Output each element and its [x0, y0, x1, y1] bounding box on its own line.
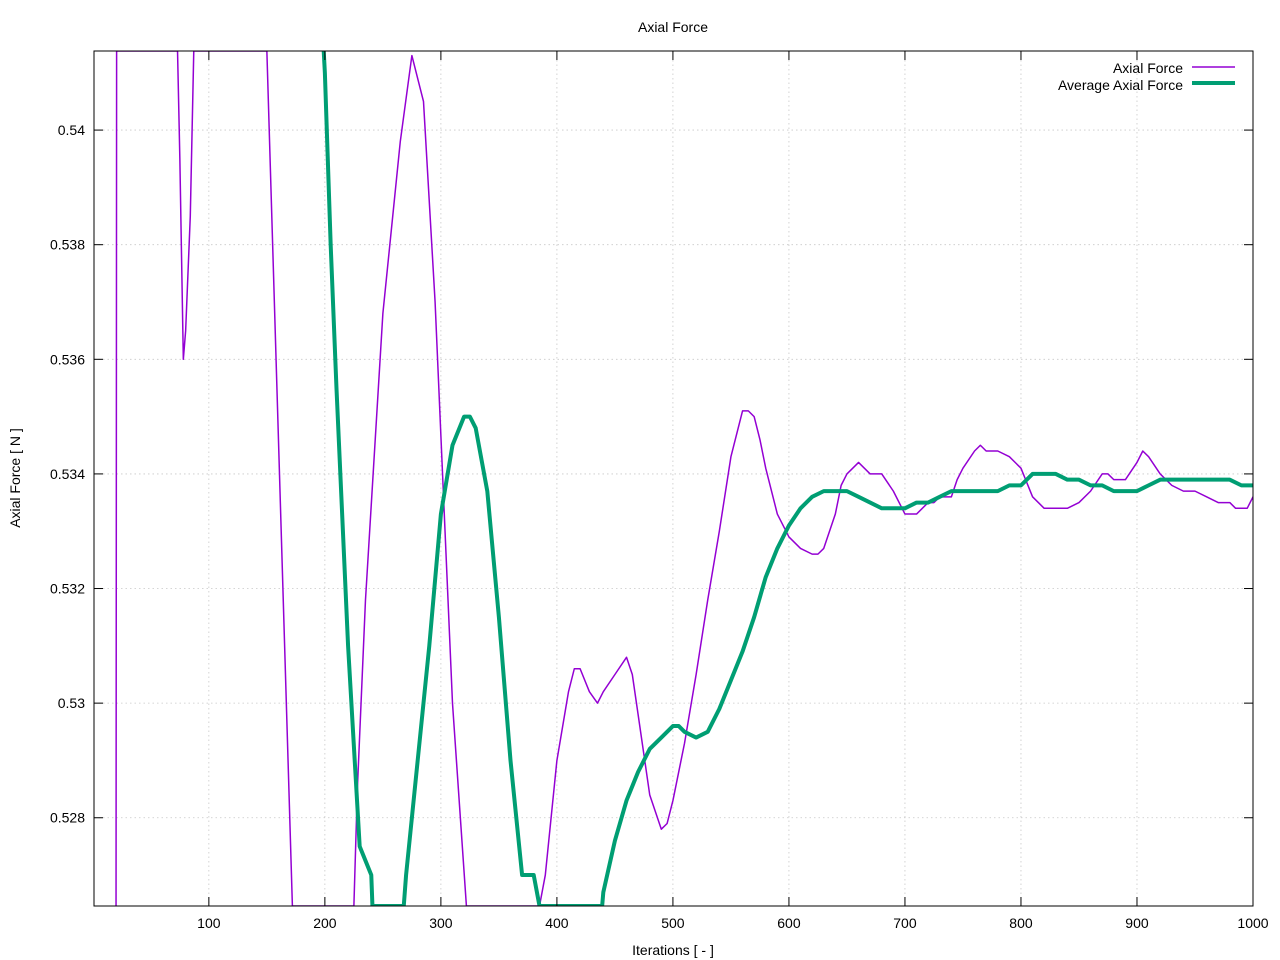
- y-tick-label: 0.532: [50, 581, 85, 597]
- legend: Axial Force Average Axial Force: [1058, 60, 1235, 93]
- y-tick-label: 0.538: [50, 237, 85, 253]
- plot-frame: [93, 50, 1254, 907]
- x-axis-label: Iterations [ - ]: [632, 942, 714, 958]
- series-line-axial-force: [115, 51, 1253, 906]
- x-tick-label: 100: [197, 915, 221, 931]
- x-tick-label: 200: [313, 915, 337, 931]
- y-tick-label: 0.528: [50, 810, 85, 826]
- x-tick-label: 300: [429, 915, 453, 931]
- x-tick-label: 700: [893, 915, 917, 931]
- tick-labels: 100 200 300 400 500 600 700 800 900 1000 0.528 0.53…: [50, 122, 1269, 931]
- legend-label-average-axial-force: Average Axial Force: [1058, 77, 1183, 93]
- ticks: [94, 51, 1254, 906]
- y-tick-label: 0.536: [50, 351, 85, 367]
- chart-title: Axial Force: [638, 19, 708, 35]
- legend-label-axial-force: Axial Force: [1113, 60, 1183, 76]
- x-tick-label: 600: [777, 915, 801, 931]
- y-tick-label: 0.534: [50, 466, 85, 482]
- x-tick-label: 800: [1009, 915, 1033, 931]
- series-line-average-axial-force: [321, 51, 1253, 906]
- x-tick-label: 500: [661, 915, 685, 931]
- y-tick-label: 0.54: [58, 122, 85, 138]
- series-group: [115, 51, 1253, 906]
- x-tick-label: 900: [1125, 915, 1149, 931]
- x-tick-label: 1000: [1237, 915, 1268, 931]
- y-axis-label: Axial Force [ N ]: [7, 428, 23, 528]
- x-tick-label: 400: [545, 915, 569, 931]
- y-tick-label: 0.53: [58, 695, 85, 711]
